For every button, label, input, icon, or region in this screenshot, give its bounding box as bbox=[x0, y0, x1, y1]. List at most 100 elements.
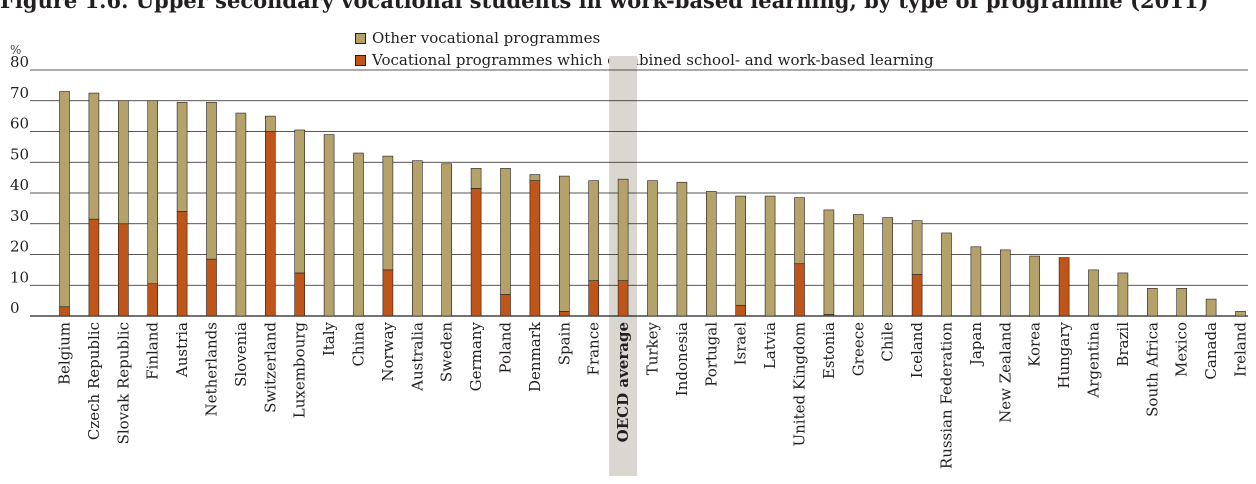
bar-segment-other bbox=[264, 115, 276, 132]
bar-segment-combined bbox=[529, 180, 541, 317]
bar-segment-other bbox=[147, 100, 158, 285]
category-label: Switzerland bbox=[261, 322, 279, 413]
bar-segment-other bbox=[529, 174, 541, 182]
y-tick-label: 30 bbox=[10, 207, 29, 225]
bar-segment-other bbox=[676, 181, 688, 317]
bar-segment-other bbox=[558, 175, 570, 312]
category-label: Austria bbox=[173, 322, 191, 378]
legend-swatch-other bbox=[355, 32, 366, 44]
bar-segment-other bbox=[235, 112, 247, 317]
category-label: Indonesia bbox=[673, 322, 691, 396]
bar-segment-other bbox=[941, 232, 952, 317]
category-label: Brazil bbox=[1114, 322, 1132, 367]
legend: Other vocational programmes Vocational p… bbox=[355, 27, 934, 71]
bar-segment-combined bbox=[911, 274, 923, 317]
category-label: Israel bbox=[732, 322, 750, 366]
category-label: Chile bbox=[879, 322, 897, 362]
category-label: Portugal bbox=[702, 322, 720, 387]
category-label: Hungary bbox=[1055, 321, 1073, 388]
bar-segment-other bbox=[764, 195, 776, 317]
category-label: Greece bbox=[849, 322, 867, 376]
bar-segment-other bbox=[852, 214, 864, 317]
bar-segment-combined bbox=[118, 223, 129, 317]
category-label: Russian Federation bbox=[938, 322, 956, 469]
bar-segment-combined bbox=[176, 211, 188, 317]
bar-segment-other bbox=[999, 249, 1011, 317]
bar-segment-combined bbox=[147, 283, 158, 317]
category-label: Denmark bbox=[526, 321, 544, 392]
bar-segment-combined bbox=[617, 280, 629, 317]
bar-segment-combined bbox=[735, 304, 747, 317]
y-tick-label: 40 bbox=[10, 176, 29, 194]
category-label: Latvia bbox=[761, 322, 779, 369]
bar-segment-other bbox=[1176, 288, 1187, 317]
legend-label-other: Other vocational programmes bbox=[372, 29, 601, 47]
legend-swatch-combined bbox=[355, 54, 366, 66]
category-label: Estonia bbox=[820, 322, 838, 379]
category-label: Czech Republic bbox=[85, 322, 103, 440]
category-label: Sweden bbox=[438, 322, 456, 382]
category-label: Norway bbox=[379, 321, 397, 381]
bar-segment-combined bbox=[382, 269, 394, 317]
bar-segment-other bbox=[382, 155, 394, 271]
bar-segment-other bbox=[59, 91, 70, 308]
bar-segment-other bbox=[1117, 272, 1129, 317]
bar-segment-other bbox=[735, 195, 747, 306]
bar-segment-other bbox=[823, 209, 835, 315]
category-label: Spain bbox=[555, 322, 573, 366]
category-label: Poland bbox=[497, 322, 515, 374]
category-label: Korea bbox=[1026, 322, 1044, 367]
category-label: Iceland bbox=[908, 322, 926, 379]
bar-segment-combined bbox=[588, 280, 600, 317]
bar-segment-other bbox=[1205, 298, 1217, 317]
bar-segment-combined bbox=[264, 131, 276, 317]
bar-segment-other bbox=[470, 168, 482, 189]
bar-segment-other bbox=[1029, 255, 1040, 317]
category-label: France bbox=[585, 322, 603, 376]
bar-segment-other bbox=[500, 168, 511, 295]
category-label: Australia bbox=[408, 322, 426, 392]
category-label: Germany bbox=[467, 321, 485, 391]
bar-segment-other bbox=[588, 180, 600, 281]
category-label: OECD average bbox=[614, 322, 632, 442]
bar-segment-other bbox=[411, 160, 423, 317]
y-axis-unit-label: % bbox=[10, 43, 22, 57]
bar-segment-combined bbox=[558, 311, 570, 317]
bar-segment-other bbox=[206, 101, 217, 260]
bar-segment-other bbox=[294, 129, 306, 274]
bar-segment-combined bbox=[206, 258, 217, 317]
bar-segment-combined bbox=[500, 294, 511, 317]
bar-segment-other bbox=[441, 163, 453, 317]
bar-segment-combined bbox=[1058, 257, 1070, 317]
category-label: Argentina bbox=[1085, 322, 1103, 399]
category-label: China bbox=[350, 322, 368, 367]
y-tick-label: 10 bbox=[10, 268, 29, 286]
category-label: Slovenia bbox=[232, 322, 250, 387]
category-label: South Africa bbox=[1143, 322, 1161, 417]
y-tick-label: 60 bbox=[10, 115, 29, 133]
category-label: Mexico bbox=[1173, 322, 1191, 377]
category-label: United Kingdom bbox=[791, 322, 809, 447]
y-tick-label: 50 bbox=[10, 145, 29, 163]
bar-segment-other bbox=[882, 217, 894, 317]
bar-segment-other bbox=[617, 178, 629, 281]
bar-segment-other bbox=[794, 197, 805, 265]
y-tick-label: 80 bbox=[10, 53, 29, 71]
bar-segment-other bbox=[353, 152, 364, 317]
legend-item-other: Other vocational programmes bbox=[355, 27, 934, 49]
bar-segment-other bbox=[1235, 311, 1246, 317]
category-label: Finland bbox=[144, 322, 162, 380]
bar-segment-other bbox=[911, 220, 923, 275]
bar-segment-other bbox=[705, 191, 717, 317]
category-label: Luxembourg bbox=[291, 322, 309, 419]
bar-segment-combined bbox=[88, 218, 100, 317]
category-label: Slovak Republic bbox=[114, 322, 132, 444]
category-label: Netherlands bbox=[203, 322, 221, 416]
legend-label-combined: Vocational programmes which combined sch… bbox=[372, 51, 934, 69]
category-label: Italy bbox=[320, 321, 338, 356]
bar-segment-combined bbox=[794, 263, 805, 317]
bar-segment-other bbox=[1088, 269, 1099, 317]
category-label: Turkey bbox=[644, 321, 662, 375]
y-tick-label: 0 bbox=[10, 299, 20, 317]
